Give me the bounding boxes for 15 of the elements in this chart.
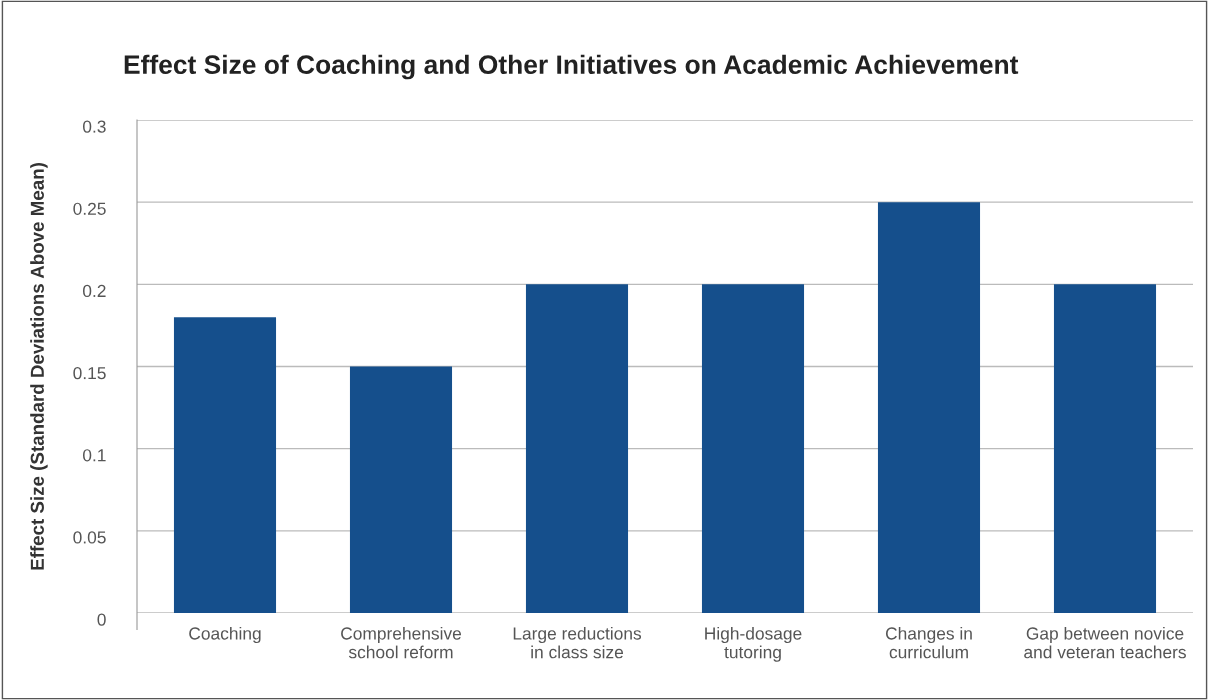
x-tick-label: Gap between novice and veteran teachers xyxy=(1024,626,1186,659)
chart-title: Effect Size of Coaching and Other Initiatives on Academic Achievement xyxy=(124,54,1019,80)
y-tick-label: 0.05 xyxy=(73,531,106,544)
y-tick-label: 0.1 xyxy=(82,449,106,462)
x-tick-label: Changes in curriculum xyxy=(885,626,972,659)
y-tick-label: 0.3 xyxy=(82,120,106,133)
y-tick-label: 0 xyxy=(97,613,106,626)
y-axis-title: Effect Size (Standard Deviations Above Mean) xyxy=(30,163,48,570)
x-tick-label: Coaching xyxy=(189,626,261,644)
x-tick-label: Comprehensive school reform xyxy=(341,626,462,659)
y-tick-label: 0.15 xyxy=(73,366,106,380)
x-tick-label: High-dosage tutoring xyxy=(705,626,802,662)
y-tick-label: 0.2 xyxy=(82,284,106,298)
y-tick-label: 0.25 xyxy=(73,202,106,215)
x-tick-label: Large reductions in class size xyxy=(513,626,642,659)
